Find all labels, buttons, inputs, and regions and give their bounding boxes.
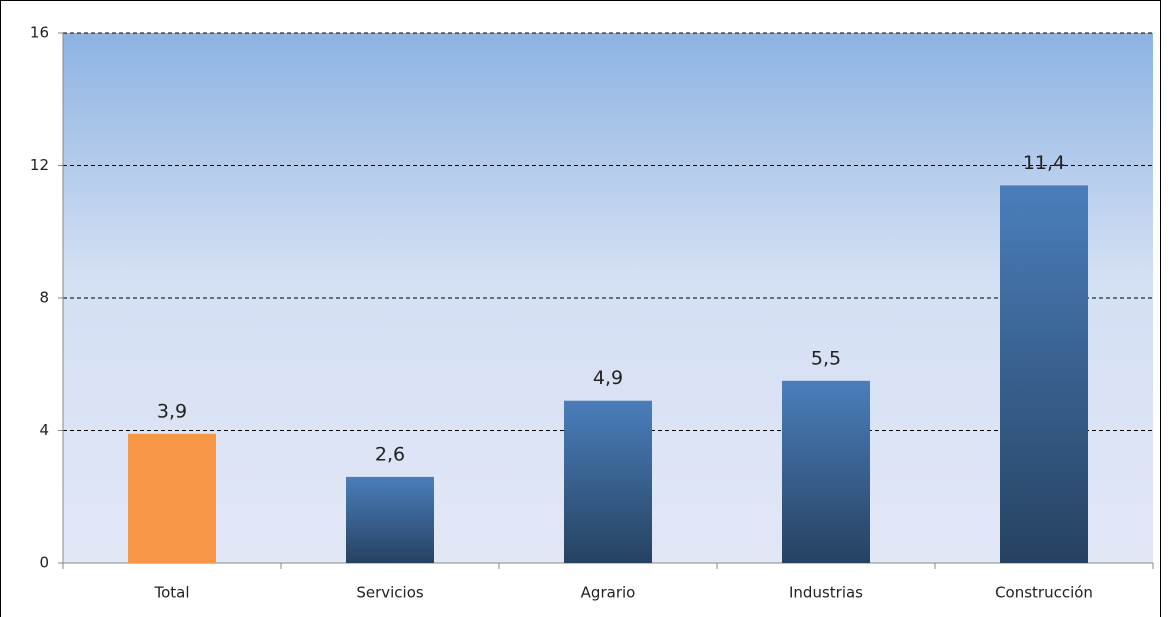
bar — [564, 400, 652, 563]
y-tick-label: 12 — [30, 156, 49, 174]
value-label: 11,4 — [1023, 152, 1065, 174]
x-tick-label: Total — [153, 584, 189, 602]
bar — [128, 433, 216, 563]
y-tick-label: 8 — [39, 289, 49, 307]
value-label: 4,9 — [593, 367, 623, 389]
y-tick-label: 4 — [39, 421, 49, 439]
bar — [1000, 185, 1088, 563]
x-tick-label: Construcción — [995, 584, 1093, 602]
bar — [782, 380, 870, 563]
y-tick-label: 16 — [30, 24, 49, 42]
x-tick-label: Servicios — [356, 584, 424, 602]
value-label: 2,6 — [375, 443, 405, 465]
bar — [346, 476, 434, 563]
value-label: 5,5 — [811, 347, 841, 369]
x-tick-label: Agrario — [581, 584, 636, 602]
x-tick-label: Industrias — [789, 584, 863, 602]
y-tick-label: 0 — [39, 554, 49, 572]
value-label: 3,9 — [157, 400, 187, 422]
